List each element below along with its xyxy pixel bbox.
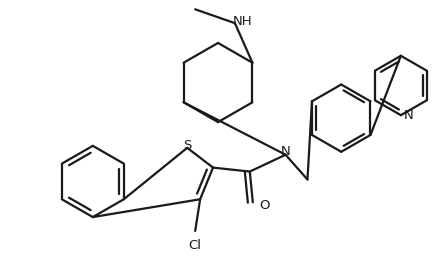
Text: N: N: [404, 109, 414, 122]
Text: O: O: [259, 199, 270, 212]
Text: S: S: [183, 139, 191, 152]
Text: NH: NH: [233, 15, 253, 28]
Text: Cl: Cl: [189, 239, 202, 252]
Text: N: N: [281, 145, 290, 158]
